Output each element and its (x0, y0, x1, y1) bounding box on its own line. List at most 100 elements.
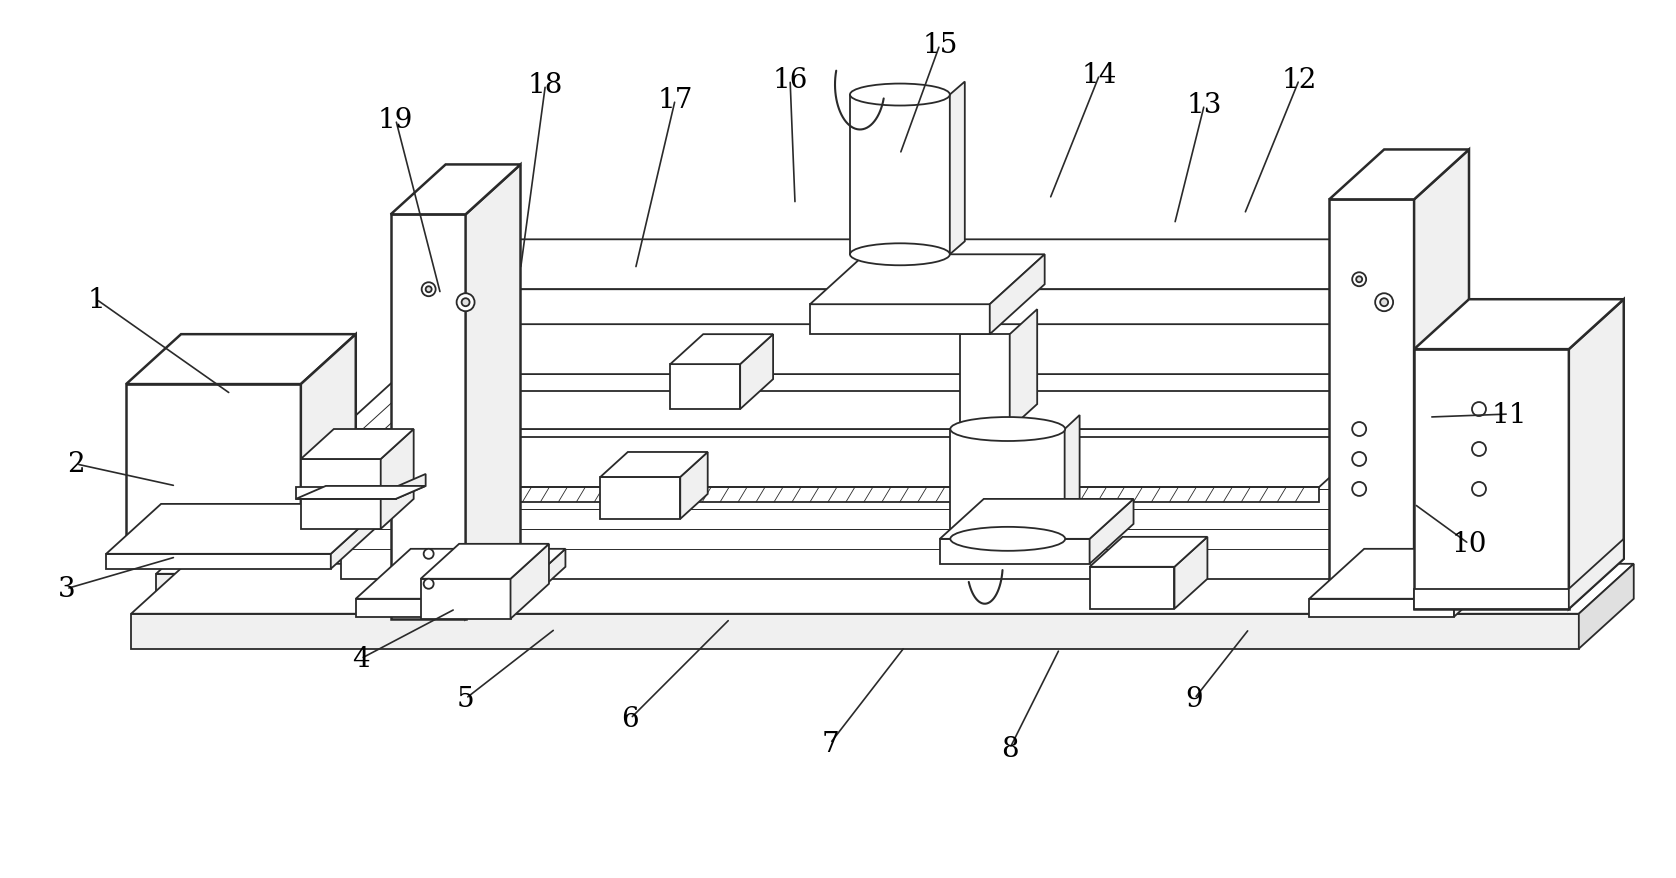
Polygon shape (106, 554, 330, 569)
Text: 3: 3 (57, 576, 75, 602)
Circle shape (426, 287, 432, 293)
Polygon shape (1569, 300, 1624, 609)
Polygon shape (466, 165, 521, 619)
Polygon shape (600, 452, 707, 478)
Polygon shape (810, 255, 1044, 305)
Polygon shape (670, 335, 773, 364)
Polygon shape (340, 429, 1539, 579)
Polygon shape (1415, 589, 1569, 609)
Polygon shape (1329, 150, 1468, 200)
Polygon shape (131, 614, 1579, 649)
Text: 1: 1 (87, 286, 106, 313)
Polygon shape (355, 599, 511, 617)
Ellipse shape (850, 84, 950, 106)
Circle shape (1374, 294, 1393, 312)
Text: 4: 4 (352, 645, 370, 673)
Polygon shape (950, 429, 1064, 539)
Polygon shape (1415, 150, 1468, 614)
Polygon shape (1309, 599, 1455, 617)
Text: 8: 8 (1001, 735, 1019, 762)
Text: 17: 17 (657, 87, 692, 114)
Polygon shape (391, 165, 521, 215)
Polygon shape (1329, 200, 1415, 614)
Polygon shape (355, 550, 565, 599)
Polygon shape (302, 459, 380, 529)
Polygon shape (340, 379, 1594, 429)
Polygon shape (1549, 524, 1604, 614)
Text: 10: 10 (1451, 530, 1487, 558)
Polygon shape (330, 504, 385, 569)
Polygon shape (810, 305, 991, 335)
Polygon shape (680, 452, 707, 519)
Polygon shape (1309, 550, 1508, 599)
Polygon shape (466, 375, 1384, 392)
Polygon shape (850, 96, 950, 255)
Text: 15: 15 (922, 32, 957, 59)
Circle shape (1472, 443, 1487, 457)
Circle shape (424, 579, 434, 589)
Polygon shape (106, 504, 385, 554)
Polygon shape (1089, 567, 1175, 609)
Polygon shape (1384, 290, 1440, 364)
Text: 16: 16 (773, 67, 808, 94)
Circle shape (1353, 273, 1366, 287)
Polygon shape (1089, 500, 1133, 565)
Polygon shape (960, 335, 1009, 429)
Polygon shape (600, 478, 680, 519)
Polygon shape (380, 429, 414, 529)
Polygon shape (1064, 415, 1079, 539)
Polygon shape (940, 539, 1089, 565)
Polygon shape (670, 364, 741, 409)
Polygon shape (302, 335, 355, 550)
Ellipse shape (950, 418, 1066, 442)
Circle shape (1379, 299, 1388, 306)
Polygon shape (1415, 300, 1624, 349)
Polygon shape (396, 474, 426, 500)
Polygon shape (1009, 310, 1037, 429)
Circle shape (1356, 277, 1363, 283)
Polygon shape (940, 500, 1133, 539)
Polygon shape (345, 437, 1374, 487)
Circle shape (461, 299, 469, 306)
Polygon shape (950, 83, 965, 255)
Polygon shape (741, 335, 773, 409)
Circle shape (1353, 452, 1366, 466)
Polygon shape (1415, 349, 1569, 609)
Polygon shape (156, 574, 1549, 614)
Polygon shape (391, 215, 466, 619)
Polygon shape (1384, 240, 1440, 315)
Text: 13: 13 (1187, 92, 1222, 119)
Circle shape (1353, 482, 1366, 496)
Polygon shape (421, 544, 550, 579)
Text: 5: 5 (458, 686, 474, 712)
Polygon shape (511, 550, 565, 617)
Polygon shape (1569, 539, 1624, 609)
Polygon shape (1175, 537, 1207, 609)
Circle shape (1353, 422, 1366, 436)
Text: 2: 2 (67, 451, 85, 478)
Polygon shape (466, 290, 1440, 340)
Text: 9: 9 (1185, 686, 1203, 712)
Circle shape (424, 550, 434, 559)
Text: 19: 19 (379, 107, 414, 133)
Polygon shape (1384, 325, 1440, 392)
Circle shape (1472, 482, 1487, 496)
Polygon shape (1579, 565, 1634, 649)
Polygon shape (466, 325, 1440, 375)
Polygon shape (1539, 379, 1594, 579)
Text: 6: 6 (622, 705, 639, 732)
Polygon shape (302, 429, 414, 459)
Ellipse shape (850, 244, 950, 266)
Polygon shape (131, 565, 1634, 614)
Polygon shape (991, 255, 1044, 335)
Polygon shape (345, 487, 1319, 502)
Polygon shape (156, 524, 1604, 574)
Polygon shape (126, 335, 355, 385)
Polygon shape (466, 240, 1440, 290)
Polygon shape (297, 486, 426, 500)
Text: 18: 18 (528, 72, 563, 99)
Polygon shape (126, 385, 302, 550)
Text: 11: 11 (1492, 401, 1527, 428)
Polygon shape (297, 487, 396, 500)
Text: 7: 7 (821, 730, 840, 757)
